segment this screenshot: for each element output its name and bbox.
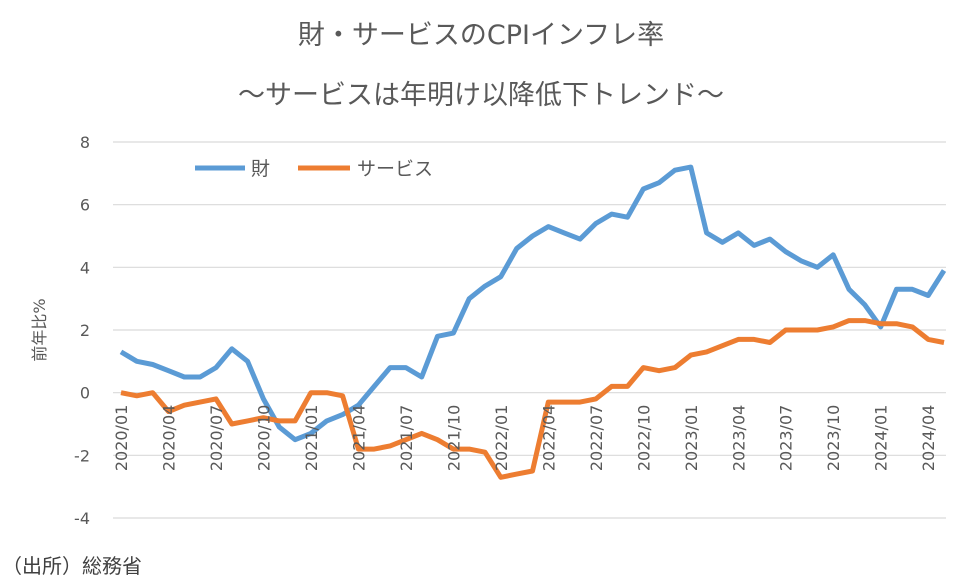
y-tick-label: 2: [80, 321, 90, 340]
y-tick-label: 6: [80, 196, 90, 215]
y-tick-label: -2: [74, 446, 90, 465]
x-tick-label: 2020/04: [160, 405, 179, 471]
y-tick-label: 4: [80, 258, 90, 277]
x-axis-ticks: 2020/01 2020/04 2020/07 2020/10 2021/01 2021/…: [112, 405, 938, 471]
gridlines: [113, 141, 946, 519]
legend: 財 サービス: [195, 158, 433, 180]
series-line-services: [120, 318, 945, 480]
chart-title: 財・サービスのCPIインフレ率: [298, 20, 664, 51]
series-lines: [119, 164, 947, 480]
source-note: （出所）総務省: [2, 554, 142, 578]
y-tick-label: 8: [80, 133, 90, 152]
legend-label-goods: 財: [251, 158, 270, 180]
x-tick-label: 2024/01: [872, 405, 891, 471]
x-tick-label: 2022/04: [539, 405, 558, 471]
x-tick-label: 2021/04: [349, 405, 368, 471]
x-tick-label: 2020/07: [207, 405, 226, 471]
x-tick-label: 2021/10: [444, 405, 463, 471]
x-tick-label: 2023/04: [729, 405, 748, 471]
x-tick-label: 2022/07: [587, 405, 606, 471]
x-tick-label: 2024/04: [919, 405, 938, 471]
x-tick-label: 2020/10: [254, 405, 273, 471]
x-tick-label: 2020/01: [112, 405, 131, 471]
x-tick-label: 2022/10: [634, 405, 653, 471]
x-tick-label: 2022/01: [492, 405, 511, 471]
y-tick-label: -4: [74, 509, 90, 528]
x-tick-label: 2021/01: [302, 405, 321, 471]
series-line-goods: [119, 164, 947, 443]
x-tick-label: 2021/07: [397, 405, 416, 471]
x-tick-label: 2023/10: [824, 405, 843, 471]
x-tick-label: 2023/07: [777, 405, 796, 471]
y-axis-label: 前年比%: [30, 298, 49, 361]
x-tick-label: 2023/01: [682, 405, 701, 471]
chart-subtitle: ～サービスは年明け以降低下トレンド～: [238, 80, 724, 111]
y-axis-ticks: 8 6 4 2 0 -2 -4: [74, 133, 90, 528]
legend-label-services: サービス: [357, 158, 433, 180]
y-tick-label: 0: [80, 384, 90, 403]
